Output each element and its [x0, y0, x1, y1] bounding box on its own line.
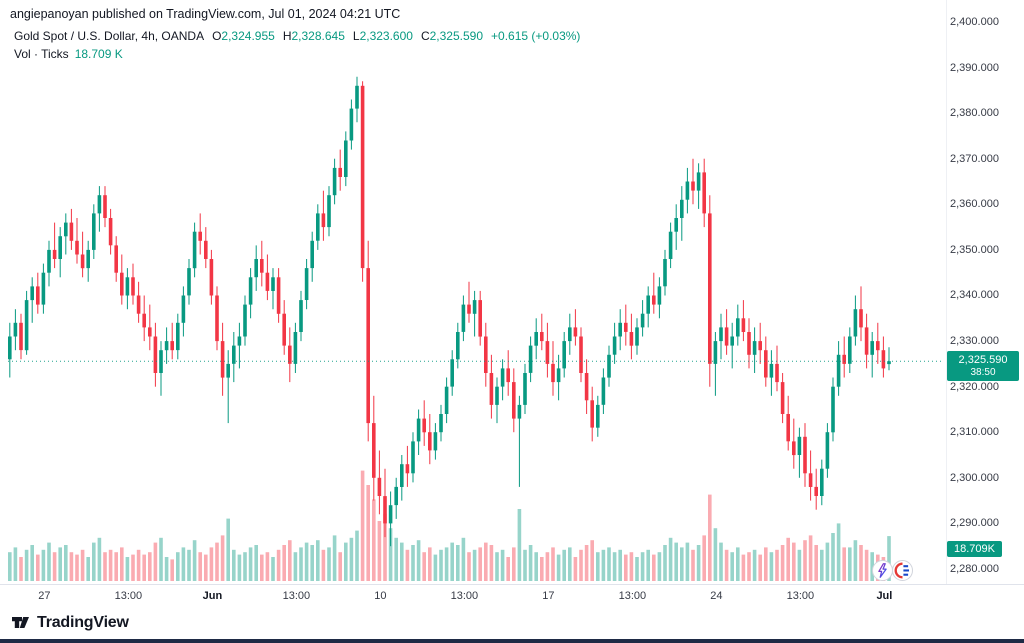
price-axis-separator [946, 0, 947, 584]
high-label: H [282, 29, 292, 43]
time-axis-label: 27 [38, 590, 51, 602]
price-axis-label: 2,310.000 [950, 426, 999, 439]
bottom-bar [0, 639, 1024, 643]
legend-row-volume: Vol · Ticks 18.709 K [14, 45, 580, 63]
open-value: 2,324.955 [221, 29, 275, 43]
price-axis-label: 2,350.000 [950, 243, 999, 256]
close-label: C [420, 29, 430, 43]
close-value: 2,325.590 [429, 29, 484, 43]
tradingview-logo-mark [12, 617, 29, 628]
price-badge: 2,325.590 38:50 [947, 351, 1019, 381]
bar-countdown: 38:50 [970, 367, 996, 378]
last-price: 2,325.590 [958, 354, 1008, 366]
time-axis-label: 10 [374, 590, 387, 602]
time-axis-label: 17 [542, 590, 555, 602]
price-axis-label: 2,330.000 [950, 335, 999, 348]
time-axis-label: 13:00 [450, 590, 479, 602]
time-axis-label: 13:00 [786, 590, 815, 602]
time-axis-label: 13:00 [114, 590, 143, 602]
price-axis-label: 2,380.000 [950, 107, 999, 120]
price-axis-label: 2,290.000 [950, 517, 999, 530]
time-axis-label: 24 [710, 590, 723, 602]
floating-action-icons [872, 560, 913, 581]
candles-layer [8, 76, 891, 547]
change-value: +0.615 (+0.03%) [491, 29, 581, 43]
time-axis-label: Jul [876, 590, 893, 602]
low-label: L [352, 29, 360, 43]
volume-badge: 18.709K [947, 541, 1002, 557]
price-axis-label: 2,340.000 [950, 289, 999, 302]
chart-legend: Gold Spot / U.S. Dollar, 4h, OANDA O2,32… [14, 27, 580, 63]
symbol-title[interactable]: Gold Spot / U.S. Dollar, 4h, OANDA [14, 29, 205, 43]
price-axis-label: 2,400.000 [950, 16, 999, 28]
price-axis-label: 2,360.000 [950, 198, 999, 211]
open-label: O [212, 29, 222, 43]
volume-layer [8, 470, 891, 581]
tradingview-wordmark: TradingView [37, 613, 129, 631]
tradingview-logo[interactable]: TradingView [10, 612, 129, 633]
high-value: 2,328.645 [291, 29, 345, 43]
price-axis-label: 2,300.000 [950, 471, 999, 484]
volume-label: Vol · Ticks [14, 47, 69, 61]
time-axis[interactable]: 27 13:00 Jun 13:00 10 13:00 17 13:00 24 13:00 Jul [0, 584, 1024, 609]
lightning-icon[interactable] [872, 560, 893, 581]
flag-icon[interactable] [892, 560, 913, 581]
volume-value: 18.709 K [74, 47, 123, 61]
price-axis-label: 2,390.000 [950, 61, 999, 74]
time-axis-label: 13:00 [618, 590, 647, 602]
time-axis-label: 13:00 [282, 590, 311, 602]
low-value: 2,323.600 [359, 29, 413, 43]
footer: TradingView [10, 612, 129, 633]
price-axis-label: 2,280.000 [950, 562, 999, 575]
legend-row-ohlc: Gold Spot / U.S. Dollar, 4h, OANDA O2,32… [14, 27, 580, 45]
price-axis-label: 2,370.000 [950, 152, 999, 165]
price-axis[interactable]: 2,400.000 2,390.000 2,380.000 2,370.000 2,36… [948, 0, 1024, 584]
attribution: angiepanoyan published on TradingView.co… [10, 7, 401, 21]
time-axis-label: Jun [202, 590, 223, 602]
price-axis-label: 2,320.000 [950, 380, 999, 393]
